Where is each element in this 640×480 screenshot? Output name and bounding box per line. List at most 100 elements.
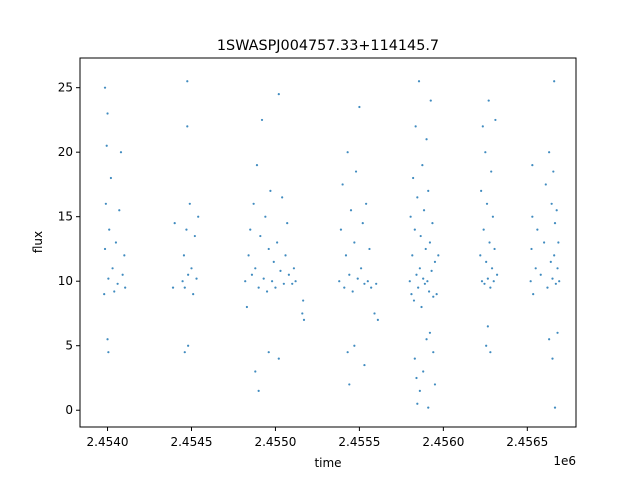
data-point — [197, 215, 200, 218]
data-point — [187, 344, 190, 347]
data-point — [490, 267, 494, 270]
data-point — [550, 202, 553, 205]
data-point — [554, 282, 557, 285]
data-point — [410, 293, 413, 296]
data-point — [353, 241, 356, 244]
data-point — [485, 344, 488, 347]
data-point — [489, 351, 492, 354]
data-point — [287, 273, 290, 276]
data-point — [481, 125, 484, 128]
data-point — [487, 99, 490, 102]
data-point — [553, 406, 557, 409]
data-point — [106, 338, 109, 341]
data-point — [539, 273, 542, 276]
data-point — [106, 112, 109, 115]
data-point — [344, 254, 348, 257]
data-point — [346, 351, 349, 354]
data-point — [480, 189, 483, 192]
data-point — [553, 254, 556, 257]
data-point — [375, 282, 378, 285]
data-point — [358, 105, 361, 109]
data-point — [492, 280, 495, 283]
data-point — [281, 196, 284, 199]
data-point — [555, 209, 558, 212]
x-tick-label: 2.4565 — [506, 435, 548, 449]
data-point — [267, 351, 270, 354]
data-point — [183, 351, 186, 354]
data-point — [552, 170, 555, 173]
data-point — [109, 176, 112, 180]
data-point — [291, 282, 294, 285]
data-point — [370, 286, 373, 289]
data-point — [124, 286, 127, 289]
data-point — [483, 282, 486, 285]
data-point — [103, 247, 107, 251]
data-point — [190, 267, 193, 270]
data-point — [424, 247, 427, 251]
data-point — [116, 282, 119, 285]
data-point — [274, 286, 277, 289]
data-point — [277, 93, 280, 96]
data-point — [302, 318, 306, 322]
x-tick-label: 2.4540 — [87, 435, 129, 449]
data-point — [279, 269, 282, 272]
data-point — [531, 215, 534, 218]
data-point — [427, 406, 430, 409]
data-point — [376, 318, 379, 322]
data-point — [531, 163, 534, 167]
data-point — [548, 151, 551, 154]
data-point — [187, 273, 190, 276]
data-point — [425, 338, 428, 341]
y-tick-label: 5 — [65, 339, 73, 353]
data-point — [103, 86, 107, 89]
data-point — [415, 273, 418, 276]
data-point — [103, 293, 106, 296]
y-tick-label: 25 — [58, 81, 73, 95]
data-point — [428, 241, 432, 244]
data-point — [247, 254, 250, 257]
x-tick-label: 2.4555 — [338, 435, 380, 449]
data-point — [426, 280, 429, 283]
data-point — [171, 286, 175, 289]
data-point — [111, 267, 114, 270]
data-point — [173, 222, 176, 225]
data-point — [485, 202, 489, 205]
data-point — [432, 295, 435, 298]
data-point — [553, 80, 556, 83]
plot-frame — [79, 57, 577, 428]
data-point — [244, 280, 247, 283]
x-axis-label: time — [314, 456, 341, 470]
x-tick-label: 2.4545 — [170, 435, 212, 449]
data-point — [416, 402, 419, 405]
data-point — [494, 118, 497, 122]
data-point — [193, 234, 196, 238]
x-axis-offset-label: 1e6 — [553, 454, 576, 468]
data-point — [276, 241, 279, 244]
data-point — [259, 234, 262, 238]
data-point — [119, 151, 123, 154]
data-point — [486, 277, 489, 280]
data-point — [414, 125, 417, 128]
data-point — [104, 202, 107, 205]
data-point — [252, 202, 255, 205]
data-point — [530, 247, 533, 251]
data-point — [192, 293, 195, 296]
data-point — [181, 280, 184, 283]
data-point — [420, 305, 423, 309]
data-point — [432, 351, 435, 354]
data-point — [343, 286, 346, 289]
data-point — [356, 277, 359, 280]
data-point — [482, 228, 485, 231]
data-point — [186, 80, 189, 83]
data-point — [254, 370, 257, 373]
data-point — [529, 280, 532, 283]
data-point — [413, 357, 416, 360]
data-point — [408, 280, 411, 283]
x-axis: 2.4540 2.4545 2.4550 2.4555 2.4560 2.4565 — [87, 427, 548, 449]
data-point — [341, 183, 344, 186]
x-tick-label: 2.4560 — [422, 435, 464, 449]
data-point — [413, 228, 416, 231]
data-point — [423, 282, 426, 285]
